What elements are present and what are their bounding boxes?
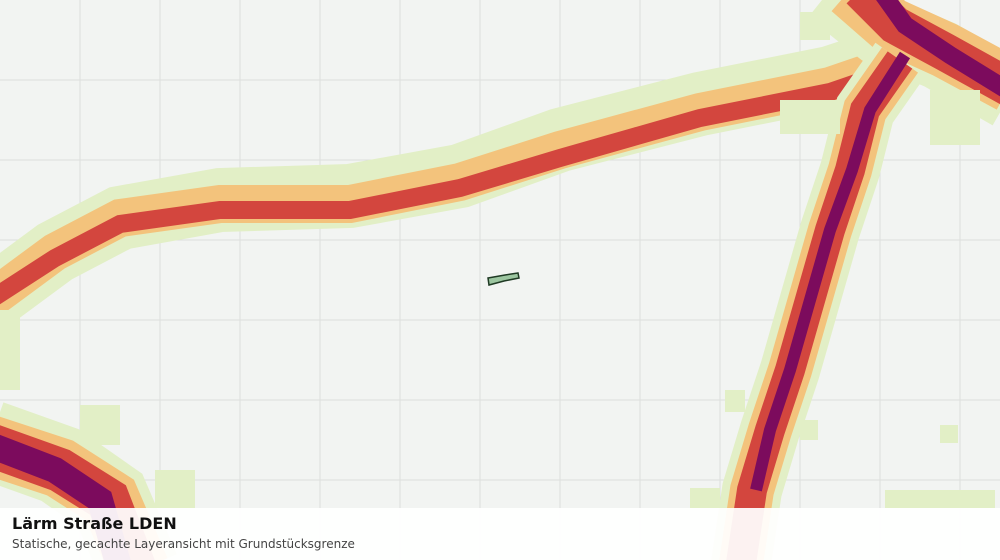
noise-patch <box>800 12 830 40</box>
noise-road-east <box>711 42 925 560</box>
noise-patch <box>885 490 995 508</box>
noise-band-high <box>0 59 903 305</box>
noise-road-northeast <box>808 0 1000 126</box>
noise-band-very-high <box>750 51 911 492</box>
parcel-boundary <box>487 272 520 286</box>
map-title: Lärm Straße LDEN <box>12 514 177 533</box>
noise-patch <box>725 390 745 412</box>
noise-patch <box>80 405 120 445</box>
noise-patch <box>800 420 818 440</box>
noise-patch <box>930 90 980 145</box>
noise-patch <box>690 488 720 508</box>
caption-panel: Lärm Straße LDEN Statische, gecachte Lay… <box>0 508 1000 560</box>
noise-patch <box>780 100 840 134</box>
noise-patch <box>0 310 20 390</box>
map-subtitle: Statische, gecachte Layeransicht mit Gru… <box>12 537 355 551</box>
noise-patch <box>940 425 958 443</box>
noise-band-very-high <box>876 0 1000 97</box>
noise-road-main <box>0 24 910 326</box>
noise-patch <box>155 470 195 508</box>
noise-patches <box>0 12 995 508</box>
